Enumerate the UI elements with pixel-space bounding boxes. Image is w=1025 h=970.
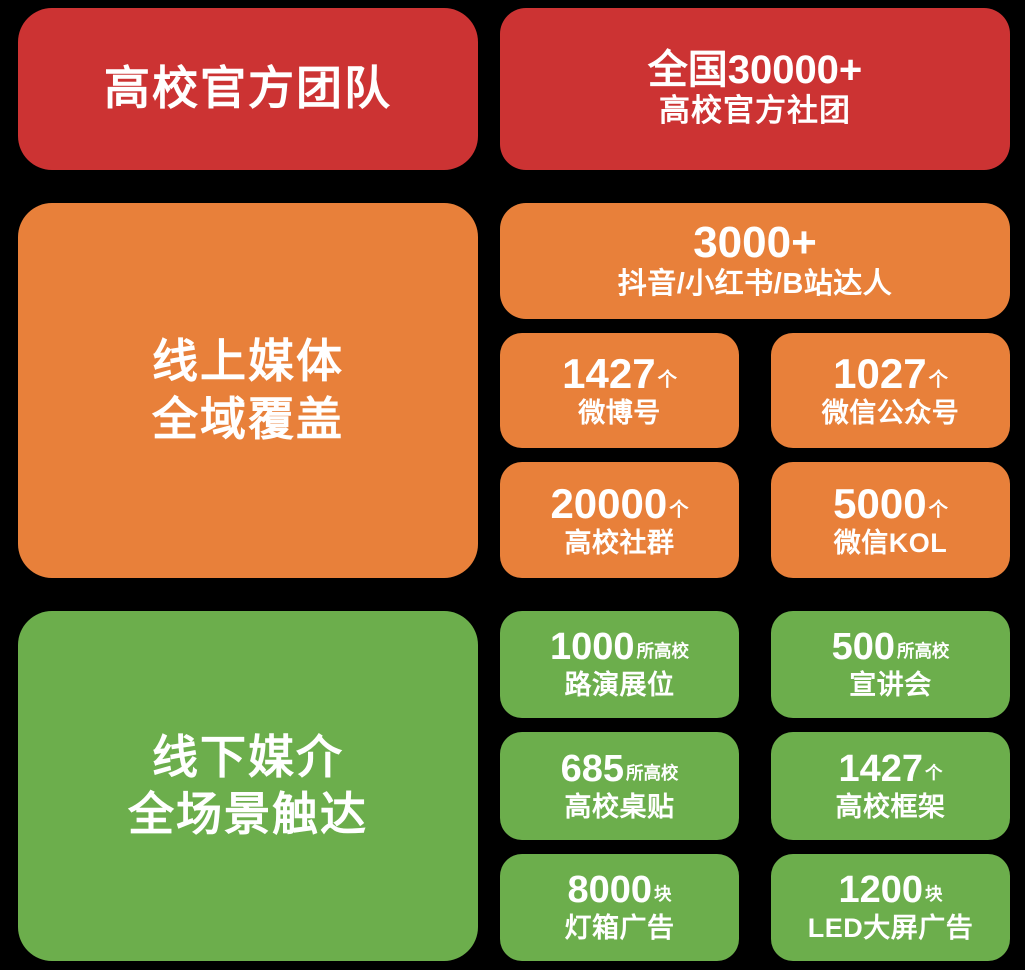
stack-official-team: 全国30000+ 高校官方社团 <box>500 8 1010 170</box>
row-online-media-1: 3000+ 抖音/小红书/B站达人 <box>500 203 1010 319</box>
stat-number: 1000 <box>550 626 635 669</box>
row-offline-media-3: 8000 块 灯箱广告 1200 块 LED大屏广告 <box>500 853 1010 961</box>
stat-number: 500 <box>831 626 895 669</box>
panel-title-offline-media: 线下媒介 全场景触达 <box>128 729 368 843</box>
stat-number: 1200 <box>838 869 924 912</box>
stat-number: 20000 <box>550 479 668 527</box>
stat-unit: 块 <box>925 884 943 905</box>
stat-card-wechat-kol[interactable]: 5000 个 微信KOL <box>771 462 1010 579</box>
panel-title-online-media: 线上媒体 全域覆盖 <box>152 333 344 447</box>
stat-label: LED大屏广告 <box>807 912 974 943</box>
stat-value: 3000+ <box>693 220 817 266</box>
stat-card-led-screen-ads[interactable]: 1200 块 LED大屏广告 <box>771 853 1010 961</box>
stat-unit: 块 <box>654 884 672 905</box>
stat-number: 685 <box>560 747 624 790</box>
stat-value: 685 所高校 <box>560 747 679 790</box>
panel-title-line2: 全场景触达 <box>128 788 368 840</box>
row-official-team-1: 全国30000+ 高校官方社团 <box>500 8 1010 170</box>
stat-value: 500 所高校 <box>831 626 950 669</box>
stat-unit: 个 <box>925 762 943 783</box>
stat-label: 宣讲会 <box>849 670 932 701</box>
row-online-media-3: 20000 个 高校社群 5000 个 微信KOL <box>500 462 1010 579</box>
stat-value: 1000 所高校 <box>550 626 689 669</box>
section-online-media: 线上媒体 全域覆盖 3000+ 抖音/小红书/B站达人 1427 个 微博号 <box>18 203 1010 579</box>
stat-value: 全国30000+ <box>648 49 863 91</box>
stat-unit: 个 <box>657 370 677 392</box>
stat-label: 微信KOL <box>833 527 948 558</box>
row-online-media-2: 1427 个 微博号 1027 个 微信公众号 <box>500 332 1010 449</box>
panel-title-line1: 线上媒体 <box>152 335 344 388</box>
stat-unit: 所高校 <box>636 641 689 662</box>
panel-offline-media: 线下媒介 全场景触达 <box>18 611 478 961</box>
stat-value: 5000 个 <box>833 479 948 527</box>
stat-card-lightbox-ads[interactable]: 8000 块 灯箱广告 <box>500 853 739 961</box>
panel-title-line1: 高校官方团队 <box>104 62 392 115</box>
stat-card-info-sessions[interactable]: 500 所高校 宣讲会 <box>771 611 1010 719</box>
stat-card-campus-groups[interactable]: 20000 个 高校社群 <box>500 462 739 579</box>
stat-number: 全国30000+ <box>647 48 863 93</box>
stat-value: 8000 块 <box>567 869 672 912</box>
panel-title-official-team: 高校官方团队 <box>104 60 392 117</box>
stat-label: 高校社群 <box>564 527 675 558</box>
stat-label: 高校官方社团 <box>659 93 851 129</box>
stat-label: 路演展位 <box>564 670 675 701</box>
stat-label: 高校框架 <box>835 791 946 822</box>
stat-number: 5000 <box>833 479 927 527</box>
stat-label: 高校桌贴 <box>564 791 675 822</box>
stat-unit: 所高校 <box>626 762 679 783</box>
panel-official-team: 高校官方团队 <box>18 8 478 170</box>
stat-value: 20000 个 <box>550 479 689 527</box>
stat-number: 8000 <box>567 869 653 912</box>
stat-number: 1027 <box>833 350 927 398</box>
stat-unit: 个 <box>928 499 948 521</box>
row-offline-media-2: 685 所高校 高校桌贴 1427 个 高校框架 <box>500 732 1010 840</box>
stat-unit: 个 <box>669 499 689 521</box>
stat-card-official-clubs[interactable]: 全国30000+ 高校官方社团 <box>500 8 1010 170</box>
stat-label: 灯箱广告 <box>564 912 675 943</box>
stat-unit: 个 <box>928 370 948 392</box>
stat-label: 微信公众号 <box>821 398 960 429</box>
stat-card-campus-frames[interactable]: 1427 个 高校框架 <box>771 732 1010 840</box>
panel-title-line2: 全域覆盖 <box>152 392 344 445</box>
stack-offline-media: 1000 所高校 路演展位 500 所高校 宣讲会 685 所高校 高校桌贴 <box>500 611 1010 961</box>
panel-online-media: 线上媒体 全域覆盖 <box>18 203 478 578</box>
stat-unit: 所高校 <box>897 641 950 662</box>
section-official-team: 高校官方团队 全国30000+ 高校官方社团 <box>18 8 1010 170</box>
stat-number: 1427 <box>562 350 656 398</box>
stat-number: 3000+ <box>693 218 817 268</box>
stat-number: 1427 <box>838 747 924 790</box>
panel-title-line1: 线下媒介 <box>152 730 344 783</box>
stat-card-wechat-official-accounts[interactable]: 1027 个 微信公众号 <box>771 332 1010 449</box>
section-offline-media: 线下媒介 全场景触达 1000 所高校 路演展位 500 所高校 宣讲会 <box>18 611 1010 961</box>
stat-card-weibo-accounts[interactable]: 1427 个 微博号 <box>500 332 739 449</box>
stat-value: 1200 块 <box>838 869 943 912</box>
stack-online-media: 3000+ 抖音/小红书/B站达人 1427 个 微博号 1027 个 微信公众号 <box>500 203 1010 579</box>
stat-card-table-stickers[interactable]: 685 所高校 高校桌贴 <box>500 732 739 840</box>
stat-value: 1027 个 <box>833 352 948 396</box>
stat-card-roadshow-booths[interactable]: 1000 所高校 路演展位 <box>500 611 739 719</box>
stat-label: 微博号 <box>578 398 661 429</box>
stat-label: 抖音/小红书/B站达人 <box>617 268 893 301</box>
stat-card-kol-influencers[interactable]: 3000+ 抖音/小红书/B站达人 <box>500 203 1010 319</box>
stat-value: 1427 个 <box>838 747 943 790</box>
stat-value: 1427 个 <box>562 352 677 396</box>
row-offline-media-1: 1000 所高校 路演展位 500 所高校 宣讲会 <box>500 611 1010 719</box>
